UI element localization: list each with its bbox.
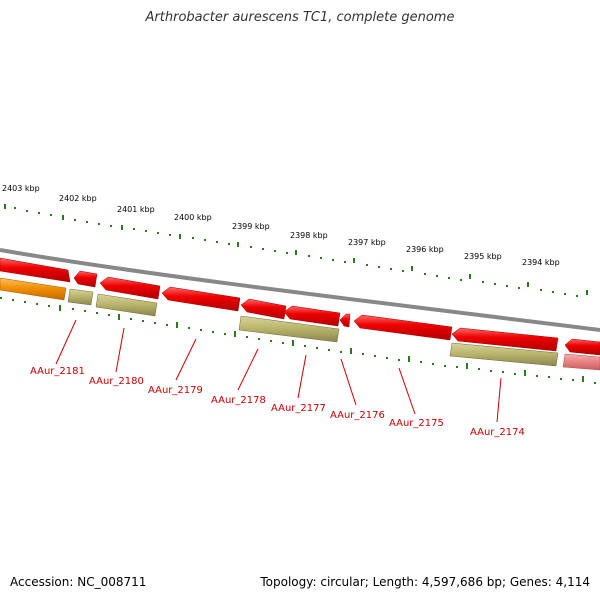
scale-label: 2400 kbp: [174, 213, 212, 222]
gene-arrow: [99, 276, 161, 300]
map-title: Arthrobacter aurescens TC1, complete gen…: [145, 10, 455, 25]
gene-arrow: [161, 286, 241, 312]
scale-label: 2394 kbp: [522, 258, 560, 267]
gene-arrow: [564, 338, 600, 356]
scale-ticks-outer: [4, 204, 588, 297]
scale-ticks-inner: [0, 297, 596, 384]
scale-label: 2398 kbp: [290, 231, 328, 240]
gene-block-pink: [562, 353, 600, 371]
scale-label: 2403 kbp: [2, 184, 40, 193]
gene-arrow: [353, 314, 453, 341]
accession-text: Accession: NC_008711: [10, 575, 147, 589]
gene-arrow: [451, 327, 559, 352]
scale-label: 2397 kbp: [348, 238, 386, 247]
reverse-strand-genes: [0, 277, 600, 371]
gene-label: AAur_2177: [271, 403, 326, 414]
gene-block-olive: [238, 315, 340, 343]
genome-summary-text: Topology: circular; Length: 4,597,686 bp…: [260, 575, 590, 589]
gene-labels: AAur_2181 AAur_2180 AAur_2179 AAur_2178 …: [30, 366, 525, 438]
gene-label: AAur_2180: [89, 376, 144, 387]
gene-arrow: [339, 313, 351, 328]
scale-label: 2401 kbp: [117, 205, 155, 214]
scale-label: 2396 kbp: [406, 245, 444, 254]
gene-label: AAur_2181: [30, 366, 85, 377]
gene-block-olive: [95, 293, 158, 317]
gene-block-orange: [0, 277, 67, 301]
gene-label: AAur_2174: [470, 427, 525, 438]
gene-label: AAur_2175: [389, 418, 444, 429]
gene-block-olive: [67, 288, 94, 306]
scale-label: 2395 kbp: [464, 252, 502, 261]
gene-label: AAur_2179: [148, 385, 203, 396]
gene-block-olive: [449, 342, 559, 367]
label-leaders: [55, 319, 502, 423]
gene-arrow: [73, 270, 98, 288]
gene-arrow: [240, 298, 287, 320]
scale-labels: 2403 kbp 2402 kbp 2401 kbp 2400 kbp 2399…: [2, 184, 560, 267]
gene-label: AAur_2176: [330, 410, 385, 421]
gene-label: AAur_2178: [211, 395, 266, 406]
forward-strand-genes: [0, 257, 600, 356]
gene-arrow: [0, 257, 71, 283]
genome-backbone: [0, 248, 600, 332]
gene-arrow: [283, 305, 341, 327]
scale-label: 2402 kbp: [59, 194, 97, 203]
scale-label: 2399 kbp: [232, 222, 270, 231]
